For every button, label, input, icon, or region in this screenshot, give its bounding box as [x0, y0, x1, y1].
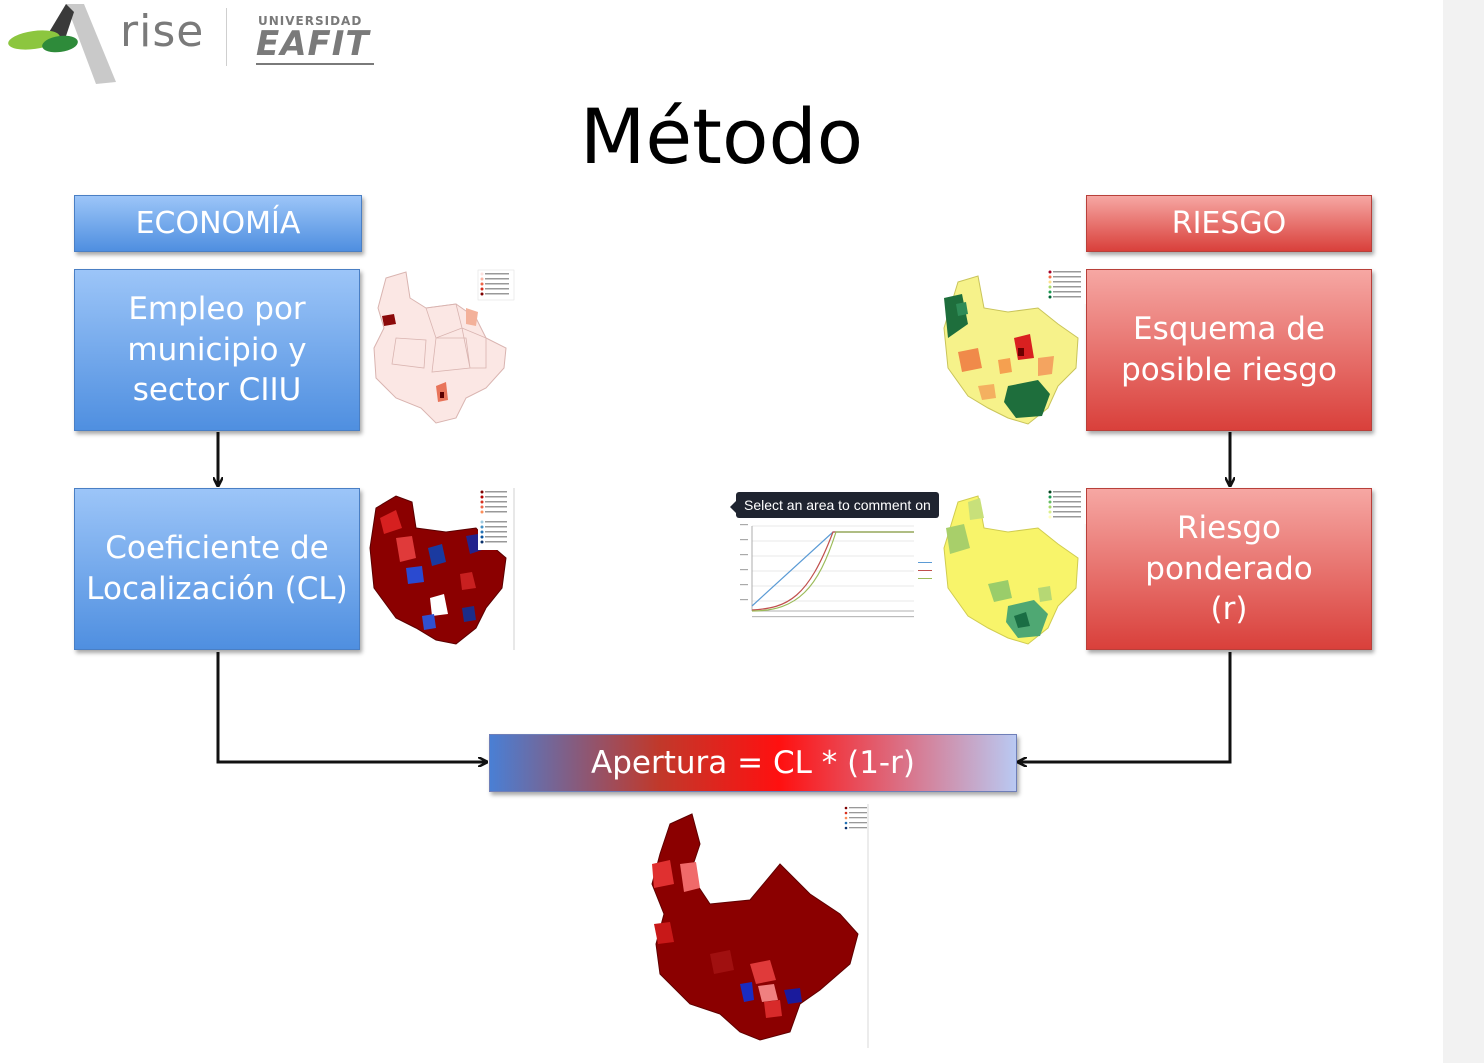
rise-logo-icon: [8, 4, 116, 84]
logo: rise UNIVERSIDAD EAFIT: [0, 0, 400, 90]
esquema-label: Esquema de posible riesgo: [1121, 311, 1337, 388]
esquema-box: Esquema de posible riesgo: [1086, 269, 1372, 431]
eafit-underline-icon: [256, 63, 374, 65]
apertura-formula: Apertura = CL * (1-r): [591, 745, 915, 781]
eafit-logo-text: EAFIT: [256, 24, 370, 64]
riesgo-header-label: RIESGO: [1171, 205, 1287, 241]
coeficiente-box: Coeficiente de Localización (CL): [74, 488, 360, 650]
risk-scheme-map-image: [943, 268, 1086, 425]
comment-tooltip: Select an area to comment on: [730, 492, 939, 518]
flow-connectors: [0, 432, 1443, 1063]
rise-logo-text: rise: [120, 6, 205, 57]
slide: rise UNIVERSIDAD EAFIT Método ECONOMÍA E…: [0, 0, 1443, 1063]
university-label: UNIVERSIDAD: [258, 14, 363, 28]
weighting-curve-chart-image: [738, 518, 938, 624]
empleo-label: Empleo por municipio y sector CIIU: [127, 290, 307, 409]
apertura-map-image: [651, 804, 870, 1048]
riesgo-ponderado-box: Riesgo ponderado (r): [1086, 488, 1372, 650]
empleo-box: Empleo por municipio y sector CIIU: [74, 269, 360, 431]
employment-map-image: [373, 269, 515, 424]
economia-header: ECONOMÍA: [74, 195, 362, 252]
economia-header-label: ECONOMÍA: [135, 205, 301, 241]
page-title: Método: [579, 92, 864, 181]
coeficiente-label: Coeficiente de Localización (CL): [86, 530, 348, 607]
riesgo-ponderado-label: Riesgo ponderado (r): [1145, 509, 1313, 628]
riesgo-header: RIESGO: [1086, 195, 1372, 252]
apertura-formula-box: Apertura = CL * (1-r): [489, 734, 1017, 792]
cl-map-image: [369, 488, 515, 650]
weighted-risk-map-image: [943, 488, 1086, 645]
logo-divider: [226, 8, 227, 66]
right-side-panel: [1443, 0, 1484, 1063]
